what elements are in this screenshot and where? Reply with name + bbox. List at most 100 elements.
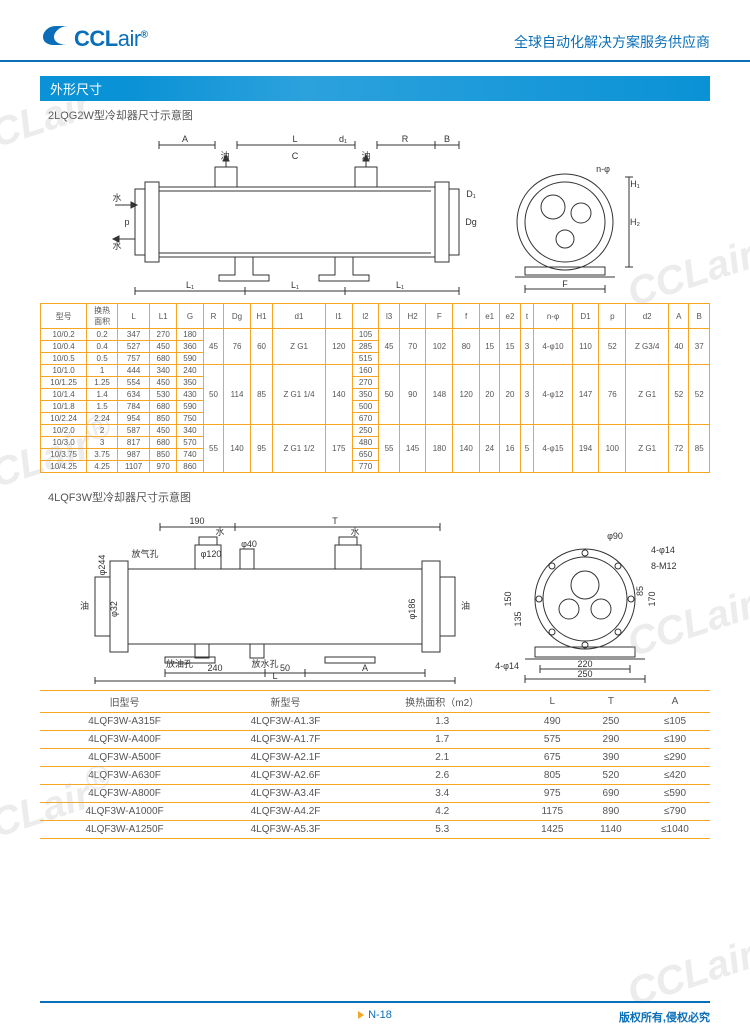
svg-text:Dg: Dg — [465, 217, 477, 227]
col-header: T — [582, 691, 640, 713]
col-header: 新型号 — [209, 691, 362, 713]
table-row: 10/0.20.2347270180457660Z G1120105457010… — [41, 329, 710, 341]
svg-text:F: F — [562, 279, 568, 289]
col-header: f — [453, 304, 480, 329]
col-header: F — [426, 304, 453, 329]
table-row: 4LQF3W-A1000F4LQF3W-A4.2F4.21175890≤790 — [40, 803, 710, 821]
col-header: 型号 — [41, 304, 87, 329]
table-row: 4LQF3W-A500F4LQF3W-A2.1F2.1675390≤290 — [40, 749, 710, 767]
col-header: D1 — [572, 304, 599, 329]
svg-text:放气孔: 放气孔 — [131, 548, 158, 559]
svg-text:L₁: L₁ — [396, 280, 404, 290]
svg-text:H₁: H₁ — [630, 179, 640, 189]
logo-text: CCLair® — [74, 26, 148, 52]
table-row: 4LQF3W-A400F4LQF3W-A1.7F1.7575290≤190 — [40, 731, 710, 749]
col-header: R — [203, 304, 223, 329]
table-row: 10/1.014443402405011485Z G1 1/4140160509… — [41, 365, 710, 377]
svg-text:85: 85 — [635, 586, 645, 596]
svg-text:油: 油 — [361, 150, 370, 161]
logo: CCLair® — [40, 24, 148, 52]
col-header: l1 — [325, 304, 352, 329]
svg-text:油: 油 — [220, 150, 229, 161]
subtitle-2: 4LQF3W型冷却器尺寸示意图 — [48, 489, 710, 505]
col-header: L — [117, 304, 149, 329]
col-header: H1 — [250, 304, 272, 329]
svg-text:油: 油 — [461, 600, 470, 611]
col-header: 换热面积 — [87, 304, 118, 329]
col-header: G — [177, 304, 204, 329]
col-header: d1 — [273, 304, 326, 329]
svg-text:H₂: H₂ — [630, 217, 640, 227]
svg-text:L: L — [272, 671, 277, 681]
table-row: 4LQF3W-A630F4LQF3W-A2.6F2.6805520≤420 — [40, 767, 710, 785]
col-header: d2 — [626, 304, 669, 329]
col-header: t — [520, 304, 534, 329]
svg-text:L₁: L₁ — [186, 280, 194, 290]
svg-text:250: 250 — [577, 669, 592, 679]
svg-text:R: R — [402, 134, 409, 144]
table-row: 4LQF3W-A1250F4LQF3W-A5.3F5.314251140≤104… — [40, 821, 710, 839]
svg-text:135: 135 — [513, 611, 523, 626]
svg-text:D₁: D₁ — [466, 189, 476, 199]
svg-text:φ32: φ32 — [109, 601, 119, 617]
svg-text:水: 水 — [350, 526, 359, 537]
copyright: 版权所有,侵权必究 — [619, 1009, 710, 1025]
footer: N-18 版权所有,侵权必究 — [40, 1001, 710, 1021]
section-title: 外形尺寸 — [50, 79, 102, 98]
tagline: 全球自动化解决方案服务供应商 — [514, 32, 710, 52]
col-header: e2 — [500, 304, 520, 329]
page-header: CCLair® 全球自动化解决方案服务供应商 — [0, 0, 750, 62]
col-header: 换热面积（m2） — [362, 691, 523, 713]
table-row: 4LQF3W-A800F4LQF3W-A3.4F3.4975690≤590 — [40, 785, 710, 803]
diagram-1: A 油 L C 油 d₁ R B 水 水 p L₁ L₁ L₁ Dg D₁ F … — [40, 127, 710, 297]
col-header: e1 — [480, 304, 500, 329]
svg-text:4-φ14: 4-φ14 — [651, 545, 675, 555]
col-header: L — [523, 691, 582, 713]
diagram-2: 190 水 水 T 油 油 φ244 φ32 φ120 φ40 φ186 放气孔… — [40, 509, 710, 684]
page-number: N-18 — [40, 1009, 710, 1021]
svg-text:240: 240 — [207, 663, 222, 673]
content: 外形尺寸 2LQG2W型冷却器尺寸示意图 — [0, 62, 750, 839]
svg-text:L: L — [292, 134, 297, 144]
col-header: A — [669, 304, 689, 329]
svg-text:A: A — [182, 134, 188, 144]
svg-text:4-φ14: 4-φ14 — [495, 661, 519, 671]
svg-text:C: C — [292, 151, 299, 161]
logo-icon — [40, 24, 72, 46]
svg-text:220: 220 — [577, 659, 592, 669]
svg-text:p: p — [124, 217, 129, 227]
svg-text:T: T — [332, 516, 338, 526]
svg-text:150: 150 — [503, 591, 513, 606]
col-header: H2 — [399, 304, 426, 329]
section-bar: 外形尺寸 — [40, 76, 710, 101]
col-header: n-φ — [534, 304, 572, 329]
svg-text:φ244: φ244 — [97, 555, 107, 576]
col-header: 旧型号 — [40, 691, 209, 713]
table-2: 旧型号新型号换热面积（m2）LTA 4LQF3W-A315F4LQF3W-A1.… — [40, 690, 710, 839]
col-header: p — [599, 304, 626, 329]
svg-text:φ120: φ120 — [201, 549, 222, 559]
svg-text:φ186: φ186 — [407, 599, 417, 620]
col-header: l3 — [379, 304, 399, 329]
svg-text:水: 水 — [215, 526, 224, 537]
svg-text:水: 水 — [112, 240, 121, 251]
subtitle-1: 2LQG2W型冷却器尺寸示意图 — [48, 107, 710, 123]
svg-text:放油孔: 放油孔 — [166, 658, 193, 669]
svg-text:油: 油 — [80, 600, 89, 611]
table-row: 10/2.025874503405514095Z G1 1/2175250551… — [41, 425, 710, 437]
col-header: l2 — [352, 304, 379, 329]
svg-text:水: 水 — [112, 192, 121, 203]
svg-text:φ90: φ90 — [607, 531, 623, 541]
table-1: 型号换热面积LL1GRDgH1d1l1l2l3H2Ffe1e2tn-φD1pd2… — [40, 303, 710, 473]
svg-text:190: 190 — [189, 516, 204, 526]
svg-text:L₁: L₁ — [291, 280, 299, 290]
col-header: A — [640, 691, 710, 713]
svg-text:放水孔: 放水孔 — [251, 658, 278, 669]
col-header: B — [689, 304, 710, 329]
svg-text:170: 170 — [647, 591, 657, 606]
svg-text:B: B — [444, 134, 450, 144]
svg-text:n-φ: n-φ — [596, 164, 610, 174]
svg-text:d₁: d₁ — [339, 134, 347, 144]
col-header: Dg — [224, 304, 251, 329]
svg-text:φ40: φ40 — [241, 539, 257, 549]
